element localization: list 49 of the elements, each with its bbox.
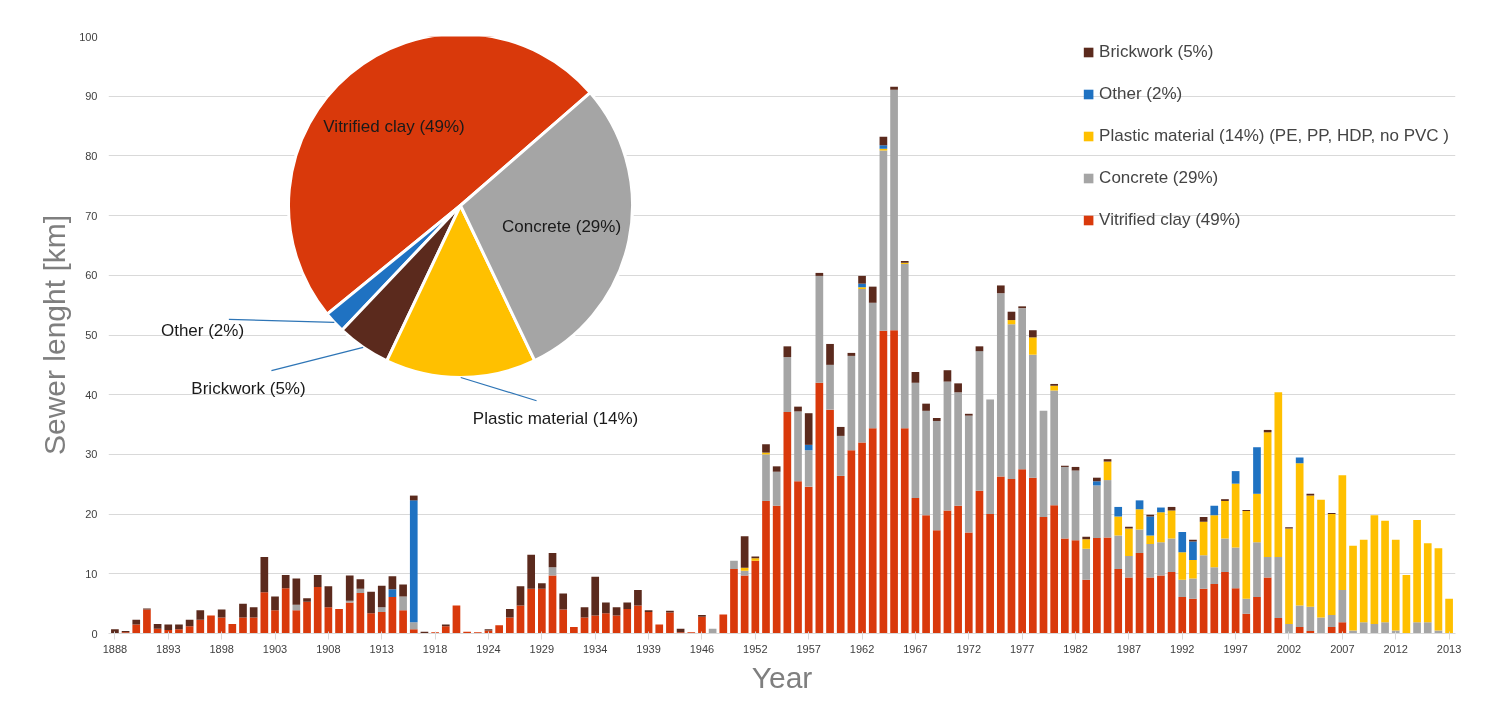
slice-label: Concrete (29%) [502,216,622,236]
legend-label: Other (2%) [1099,84,1183,104]
x-tick-label: 1952 [743,642,768,655]
x-tick-label: 1992 [1170,642,1195,655]
x-tick-label: 1908 [316,642,341,655]
y-tick-label: 70 [85,209,98,222]
x-tick-label: 1934 [582,642,608,655]
y-tick-label: 0 [91,627,98,640]
y-axis-title: Sewer lenght [km] [38,214,72,456]
y-tick-label: 40 [85,388,98,401]
x-tick-label: 2007 [1330,642,1355,655]
legend-label: Brickwork (5%) [1099,42,1214,62]
x-tick-label: 1888 [102,642,128,655]
x-tick-label: 1913 [369,642,394,655]
slice-label: Plastic material (14%) [472,409,639,428]
y-tick-label: 60 [85,269,98,282]
x-tick-label: 1929 [529,642,555,655]
x-tick-label: 2012 [1383,642,1408,655]
x-tick-label: 1972 [956,642,982,655]
x-tick-label: 1946 [689,642,715,655]
legend-label: Vitrified clay (49%) [1099,210,1241,230]
x-tick-label: 1997 [1223,642,1248,655]
x-tick-label: 2002 [1276,642,1302,655]
slice-label: Other (2%) [160,321,245,340]
x-tick-label: 1967 [903,642,928,655]
x-axis-title: Year [751,660,813,694]
slice-label: Brickwork (5%) [191,379,306,398]
y-tick-label: 80 [85,149,98,162]
legend-label: Plastic material (14%) (PE, PP, HDP, no PVC ) [1099,126,1449,146]
x-tick-label: 1962 [849,642,875,655]
legend-label: Concrete (29%) [1099,168,1219,188]
x-tick-label: 1987 [1116,642,1142,655]
x-tick-label: 1957 [796,642,821,655]
x-tick-label: 2013 [1436,642,1462,655]
x-tick-label: 1903 [262,642,288,655]
x-tick-label: 1982 [1063,642,1088,655]
y-tick-label: 30 [85,448,98,461]
y-tick-label: 100 [79,30,98,43]
y-tick-label: 10 [85,567,98,580]
x-tick-label: 1893 [156,642,181,655]
x-tick-label: 1977 [1009,642,1035,655]
y-tick-label: 90 [85,90,98,103]
y-tick-label: 20 [85,508,98,521]
x-tick-label: 1924 [476,642,501,655]
y-tick-label: 50 [85,329,98,341]
x-tick-label: 1939 [636,642,661,655]
slice-label: Vitrified clay (49%) [323,117,465,137]
x-tick-label: 1918 [422,642,448,655]
x-tick-label: 1898 [209,642,234,655]
